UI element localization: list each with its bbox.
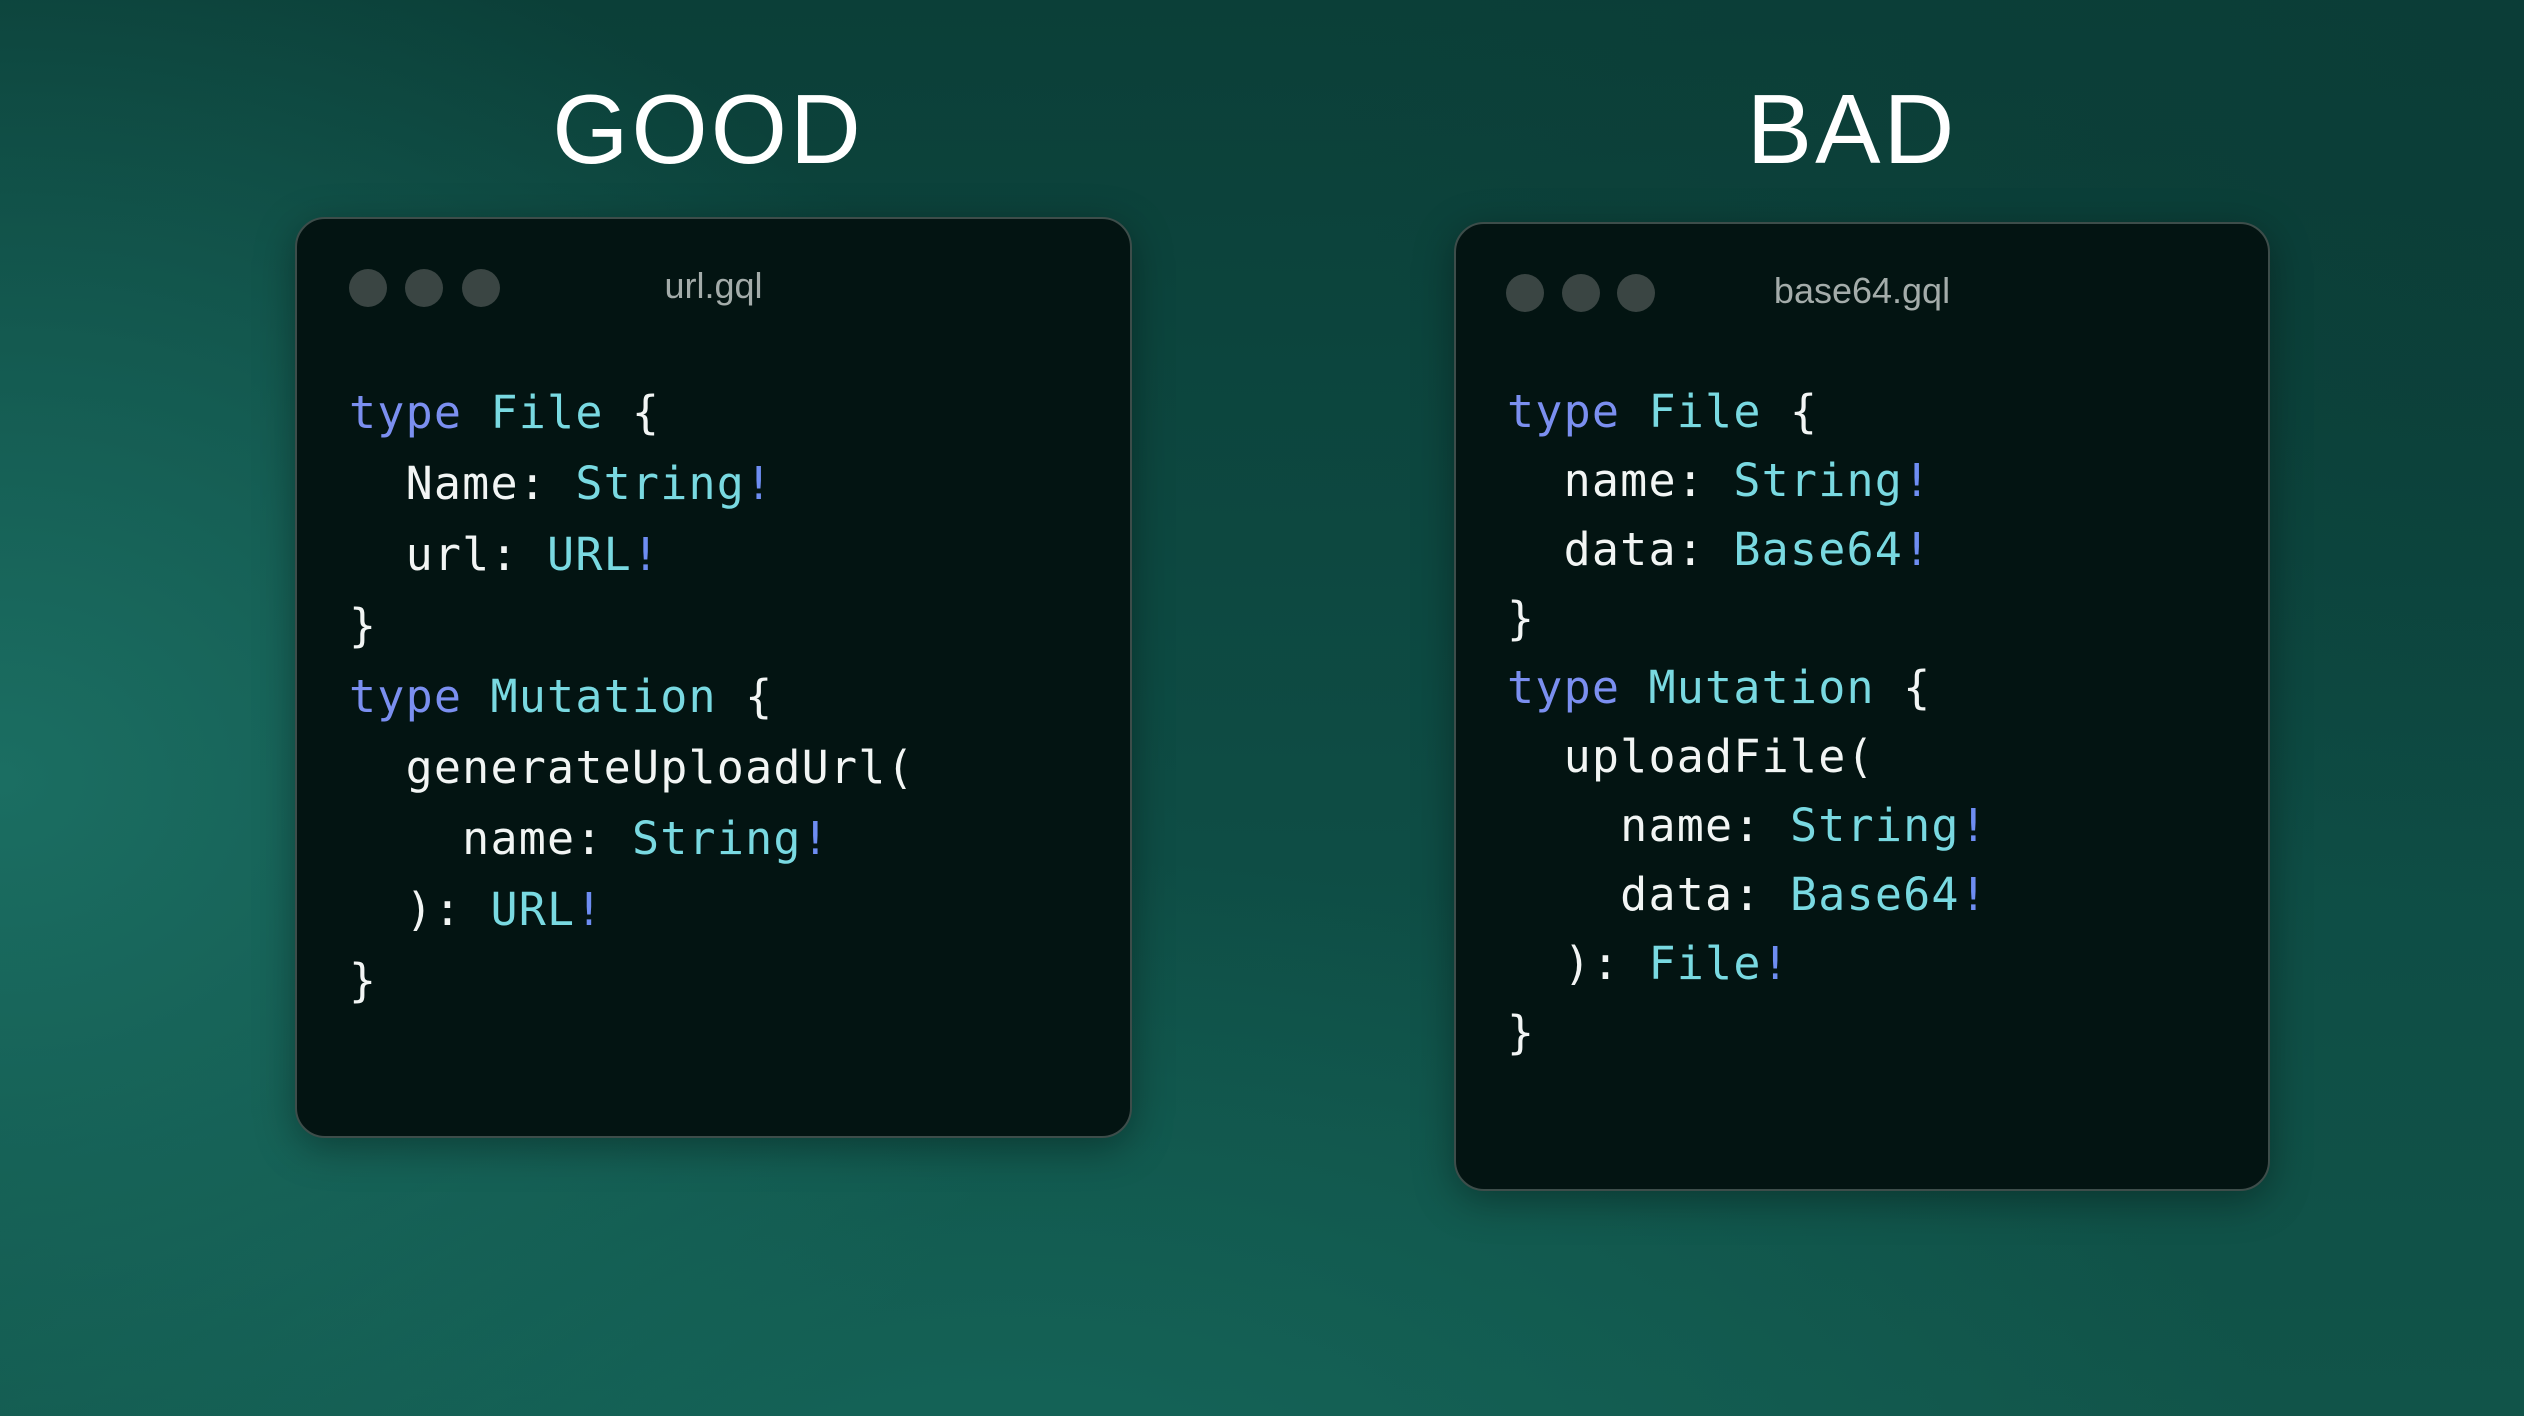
non-null-token: ! — [631, 528, 661, 581]
code-token — [1620, 385, 1648, 438]
keyword-token: type — [1507, 661, 1621, 714]
code-token — [1620, 661, 1648, 714]
code-line: ): File! — [1507, 929, 1988, 998]
code-token: data: — [1507, 868, 1790, 921]
type-token: String — [1733, 454, 1904, 507]
window-dot-icon — [405, 269, 443, 307]
type-token: String — [1789, 799, 1960, 852]
keyword-token: type — [349, 670, 463, 723]
window-dot-icon — [1617, 274, 1655, 312]
code-line: name: String! — [1507, 791, 1988, 860]
code-token: ): — [349, 883, 491, 936]
filename-label: base64.gql — [1773, 270, 1951, 311]
code-token — [462, 670, 490, 723]
type-token: Mutation — [1648, 661, 1875, 714]
code-line: Name: String! — [349, 448, 915, 519]
code-token: url: — [349, 528, 548, 581]
non-null-token: ! — [745, 457, 774, 510]
code-line: type File { — [1507, 377, 1988, 446]
window-dot-icon — [1562, 274, 1600, 312]
window-dot-icon — [349, 269, 387, 307]
code-block: type File { Name: String! url: URL!} type… — [349, 377, 915, 1016]
code-line: } — [349, 945, 915, 1016]
code-line: name: String! — [349, 803, 915, 874]
code-token: name: — [349, 812, 632, 865]
code-token: } — [349, 954, 378, 1007]
code-line: type File { — [349, 377, 915, 448]
code-line: name: String! — [1507, 446, 1988, 515]
type-token: URL — [490, 883, 576, 936]
bad-heading: BAD — [1746, 74, 1958, 184]
window-dot-icon — [1506, 274, 1544, 312]
code-line: type Mutation { — [349, 661, 915, 732]
non-null-token: ! — [801, 812, 830, 865]
code-token: { — [603, 386, 661, 439]
code-line: data: Base64! — [1507, 515, 1988, 584]
code-token: { — [716, 670, 774, 723]
window-dot-icon — [462, 269, 500, 307]
code-token: ): — [1507, 937, 1649, 990]
code-token: name: — [1507, 799, 1790, 852]
code-line: data: Base64! — [1507, 860, 1988, 929]
type-token: Base64 — [1733, 523, 1904, 576]
code-token — [462, 386, 490, 439]
non-null-token: ! — [1903, 454, 1932, 507]
type-token: File — [1648, 937, 1762, 990]
code-token: } — [1507, 592, 1536, 645]
code-line: generateUploadUrl( — [349, 732, 915, 803]
code-token: generateUploadUrl( — [349, 741, 915, 794]
type-token: String — [631, 812, 802, 865]
type-token: File — [490, 386, 604, 439]
non-null-token: ! — [1903, 523, 1932, 576]
code-token: } — [1507, 1006, 1536, 1059]
code-line: } — [1507, 998, 1988, 1067]
type-token: URL — [547, 528, 632, 581]
type-token: Mutation — [490, 670, 717, 723]
non-null-token: ! — [1959, 799, 1988, 852]
code-token: data: — [1507, 523, 1734, 576]
code-token: { — [1874, 661, 1932, 714]
code-line: ): URL! — [349, 874, 915, 945]
type-token: Base64 — [1789, 868, 1960, 921]
code-line: type Mutation { — [1507, 653, 1988, 722]
good-code-window: url.gql type File { Name: String! url: U… — [295, 217, 1132, 1138]
code-token: uploadFile( — [1507, 730, 1875, 783]
non-null-token: ! — [1761, 937, 1790, 990]
code-line: } — [349, 590, 915, 661]
code-token: } — [349, 599, 378, 652]
non-null-token: ! — [1959, 868, 1988, 921]
type-token: File — [1648, 385, 1762, 438]
bad-code-window: base64.gql type File { name: String! dat… — [1454, 222, 2270, 1191]
code-line: url: URL! — [349, 519, 915, 590]
code-token: { — [1761, 385, 1819, 438]
non-null-token: ! — [575, 883, 604, 936]
type-token: String — [575, 457, 746, 510]
code-line: } — [1507, 584, 1988, 653]
code-block: type File { name: String! data: Base64!}… — [1507, 377, 1988, 1067]
code-token: Name: — [349, 457, 576, 510]
good-heading: GOOD — [552, 74, 864, 184]
keyword-token: type — [1507, 385, 1621, 438]
code-line: uploadFile( — [1507, 722, 1988, 791]
code-token: name: — [1507, 454, 1734, 507]
keyword-token: type — [349, 386, 463, 439]
filename-label: url.gql — [664, 265, 763, 306]
